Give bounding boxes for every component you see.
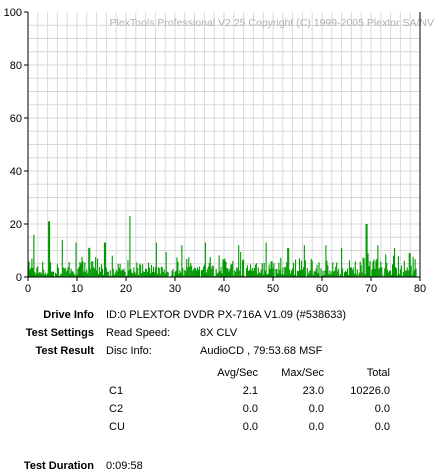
read-speed-value: 8X CLV xyxy=(200,327,238,339)
x-tick-label: 60 xyxy=(316,283,328,295)
row-name-c2: C2 xyxy=(109,403,124,415)
y-tick-label: 80 xyxy=(10,60,22,72)
c2-max: 0.0 xyxy=(308,403,324,415)
x-tick-labels: 0 10 20 30 40 50 60 70 80 xyxy=(25,283,426,295)
y-tick-labels: 0 20 40 60 80 100 xyxy=(4,7,22,284)
x-tick-label: 10 xyxy=(71,283,83,295)
y-tick-label: 60 xyxy=(10,113,22,125)
c2-avg: 0.0 xyxy=(242,403,258,415)
read-speed-key: Read Speed: xyxy=(106,327,171,339)
avg-column-header: Avg/Sec xyxy=(217,367,258,379)
x-tick-label: 70 xyxy=(365,283,377,295)
max-column-header: Max/Sec xyxy=(281,367,324,379)
row-name-cu: CU xyxy=(109,421,125,433)
disc-info-value: AudioCD , 79:53.68 MSF xyxy=(200,345,323,357)
chart-bars xyxy=(28,216,417,277)
y-tick-label: 0 xyxy=(16,272,22,284)
test-duration-label: Test Duration xyxy=(23,460,94,472)
y-tick-label: 20 xyxy=(10,219,22,231)
row-name-c1: C1 xyxy=(109,385,124,397)
c2-total: 0.0 xyxy=(374,403,390,415)
cu-avg: 0.0 xyxy=(242,421,258,433)
test-result-label: Test Result xyxy=(35,345,94,357)
chart-watermark: PlexTools Professional V2.25 Copyright (… xyxy=(110,17,435,29)
chart-axes xyxy=(24,11,421,281)
x-tick-label: 20 xyxy=(120,283,132,295)
c1-max: 23.0 xyxy=(302,385,324,397)
disc-info-key: Disc Info: xyxy=(106,345,152,357)
test-duration-value: 0:09:58 xyxy=(106,460,143,472)
total-column-header: Total xyxy=(366,367,390,379)
x-tick-label: 50 xyxy=(267,283,279,295)
drive-info-value: ID:0 PLEXTOR DVDR PX-716A V1.09 (#538633… xyxy=(106,309,347,321)
chart-grid xyxy=(28,12,420,277)
c1-avg: 2.1 xyxy=(242,385,258,397)
c1-total: 10226.0 xyxy=(350,385,390,397)
x-tick-label: 0 xyxy=(25,283,31,295)
x-tick-label: 80 xyxy=(414,283,426,295)
cu-total: 0.0 xyxy=(374,421,390,433)
c1-error-chart: PlexTools Professional V2.25 Copyright (… xyxy=(4,7,435,295)
test-settings-label: Test Settings xyxy=(25,327,94,339)
drive-info-label: Drive Info xyxy=(43,309,94,321)
x-tick-label: 30 xyxy=(169,283,181,295)
x-tick-label: 40 xyxy=(218,283,230,295)
y-tick-label: 100 xyxy=(4,7,22,19)
y-tick-label: 40 xyxy=(10,166,22,178)
cu-max: 0.0 xyxy=(308,421,324,433)
